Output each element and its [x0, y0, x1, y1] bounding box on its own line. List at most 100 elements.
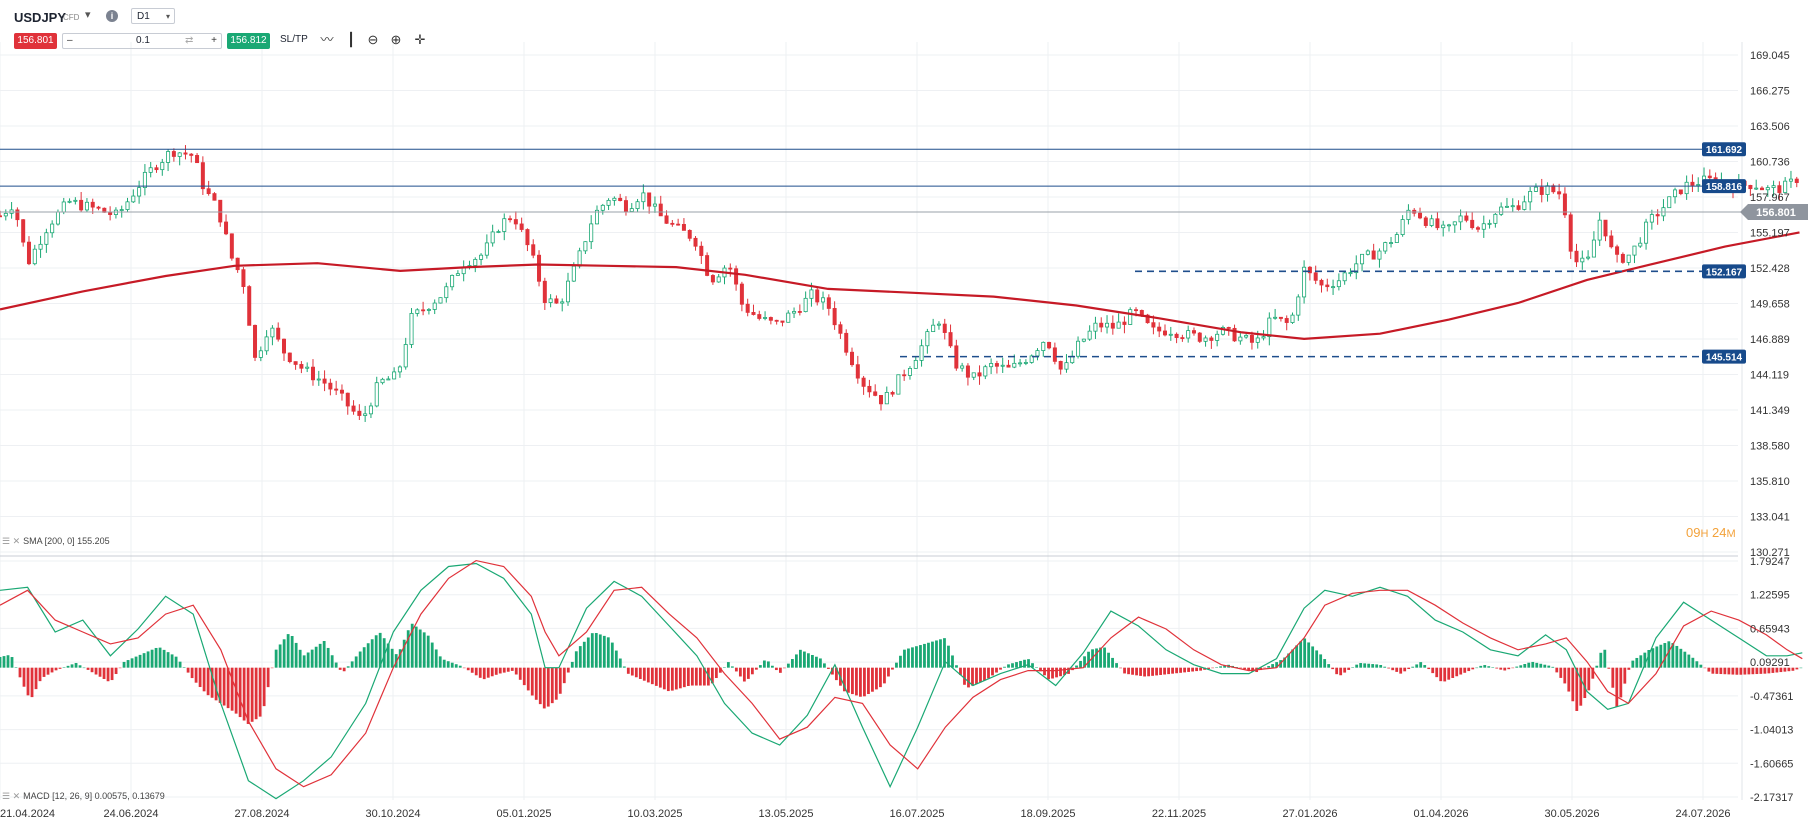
chevron-down-icon[interactable]: ▾: [85, 9, 91, 21]
macd-histogram-bar: [1487, 666, 1491, 668]
macd-histogram-bar: [186, 667, 190, 673]
buy-button[interactable]: 156.812: [227, 33, 270, 49]
candle-body: [745, 303, 750, 313]
macd-indicator-label[interactable]: ☰ ✕ MACD [12, 26, 9] 0.00575, 0.13679: [2, 791, 165, 801]
macd-histogram-bar: [1219, 666, 1223, 668]
macd-histogram-bar: [1175, 667, 1178, 674]
x-tick-label: 16.07.2025: [889, 808, 944, 820]
info-icon[interactable]: i: [106, 10, 118, 22]
macd-histogram-bar: [94, 667, 98, 675]
macd-histogram-bar: [250, 667, 254, 722]
macd-histogram-bar: [434, 649, 438, 668]
candle-body: [1562, 193, 1567, 216]
candle-body: [1180, 337, 1185, 339]
macd-histogram-bar: [1299, 641, 1303, 668]
candle-body: [1591, 239, 1596, 258]
candle-body: [1574, 250, 1579, 263]
line-chart-icon[interactable]: 〰: [320, 32, 334, 47]
candles-icon[interactable]: ┃: [347, 32, 355, 47]
candle-body: [647, 192, 652, 207]
macd-histogram-bar: [971, 667, 974, 686]
sell-button[interactable]: 156.801: [14, 33, 57, 49]
candle-body: [1197, 332, 1202, 342]
settings-icon[interactable]: ☰ ✕: [2, 791, 21, 801]
macd-histogram-bar: [1435, 667, 1439, 678]
candle-body: [1522, 201, 1527, 210]
candle-body: [1284, 318, 1289, 323]
macd-histogram-bar: [835, 667, 838, 681]
quantity-input[interactable]: 0.1: [136, 35, 150, 46]
x-tick-label: 27.08.2024: [234, 808, 289, 820]
candle-body: [757, 314, 762, 319]
macd-histogram-bar: [178, 661, 182, 668]
macd-line: [0, 562, 1803, 800]
candle-body: [241, 269, 246, 287]
candle-body: [1000, 364, 1005, 367]
candle-body: [936, 323, 941, 326]
plus-icon[interactable]: +: [211, 35, 217, 46]
candle-body: [0, 215, 3, 218]
candle-body: [1620, 253, 1625, 263]
macd-histogram-bar: [1507, 667, 1511, 670]
settings-icon[interactable]: ☰ ✕: [2, 536, 21, 546]
minus-icon[interactable]: –: [67, 35, 73, 46]
macd-histogram-bar: [518, 667, 522, 680]
candle-body: [415, 309, 420, 314]
macd-histogram-bar: [967, 667, 970, 688]
x-tick-label: 24.06.2024: [103, 808, 158, 820]
macd-histogram-bar: [1595, 665, 1599, 668]
candle-body: [96, 206, 101, 209]
macd-histogram-bar: [1407, 667, 1411, 670]
symbol-name[interactable]: USDJPY: [14, 10, 67, 25]
timeframe-select[interactable]: D1 ▾: [131, 8, 175, 24]
macd-histogram-bar: [1467, 667, 1471, 672]
macd-histogram-bar: [911, 647, 914, 668]
candle-body: [1603, 219, 1608, 237]
sltp-button[interactable]: SL/TP: [280, 34, 308, 45]
candle-body: [351, 405, 356, 412]
macd-histogram-bar: [931, 641, 934, 668]
macd-histogram-bar: [274, 649, 278, 668]
macd-histogram-bar: [162, 649, 166, 668]
macd-histogram-bar: [758, 665, 762, 668]
macd-histogram-bar: [1151, 667, 1154, 676]
macd-histogram-bar: [799, 649, 802, 668]
macd-histogram-bar: [871, 667, 874, 692]
zoom-out-icon[interactable]: ⊖: [367, 32, 379, 47]
macd-histogram-bar: [899, 655, 902, 668]
candle-body: [421, 309, 426, 312]
candle-body: [855, 364, 860, 379]
macd-histogram-bar: [530, 667, 534, 696]
macd-histogram-bar: [1779, 667, 1783, 673]
macd-histogram-bar: [222, 667, 226, 706]
crosshair-icon[interactable]: ✛: [414, 32, 426, 47]
macd-histogram-bar: [1195, 667, 1198, 672]
macd-histogram-bar: [418, 629, 422, 668]
macd-histogram-bar: [1567, 667, 1571, 692]
candle-body: [1093, 322, 1098, 332]
macd-histogram-bar: [346, 666, 350, 668]
macd-histogram-bar: [382, 638, 386, 668]
candle-body: [826, 297, 831, 309]
candle-body: [137, 187, 142, 197]
candle-body: [728, 267, 733, 270]
zoom-in-icon[interactable]: ⊕: [390, 32, 402, 47]
macd-histogram-bar: [1127, 667, 1130, 675]
macd-histogram-bar: [522, 667, 526, 686]
sync-icon[interactable]: ⇄: [185, 35, 194, 46]
macd-histogram-bar: [1027, 659, 1030, 668]
macd-histogram-bar: [626, 667, 630, 674]
candle-body: [374, 382, 379, 407]
macd-histogram-bar: [98, 667, 102, 677]
y-tick-label: 163.506: [1750, 121, 1790, 133]
macd-histogram-bar: [1495, 667, 1499, 669]
candle-body: [809, 289, 814, 299]
quantity-stepper[interactable]: – 0.1 ⇄ +: [62, 33, 222, 49]
macd-histogram-bar: [1395, 667, 1399, 672]
candle-body: [357, 410, 362, 416]
sma-indicator-label[interactable]: ☰ ✕ SMA [200, 0] 155.205: [2, 536, 110, 546]
candle-body: [907, 367, 912, 376]
candle-body: [641, 192, 646, 203]
candle-body: [1331, 286, 1336, 289]
